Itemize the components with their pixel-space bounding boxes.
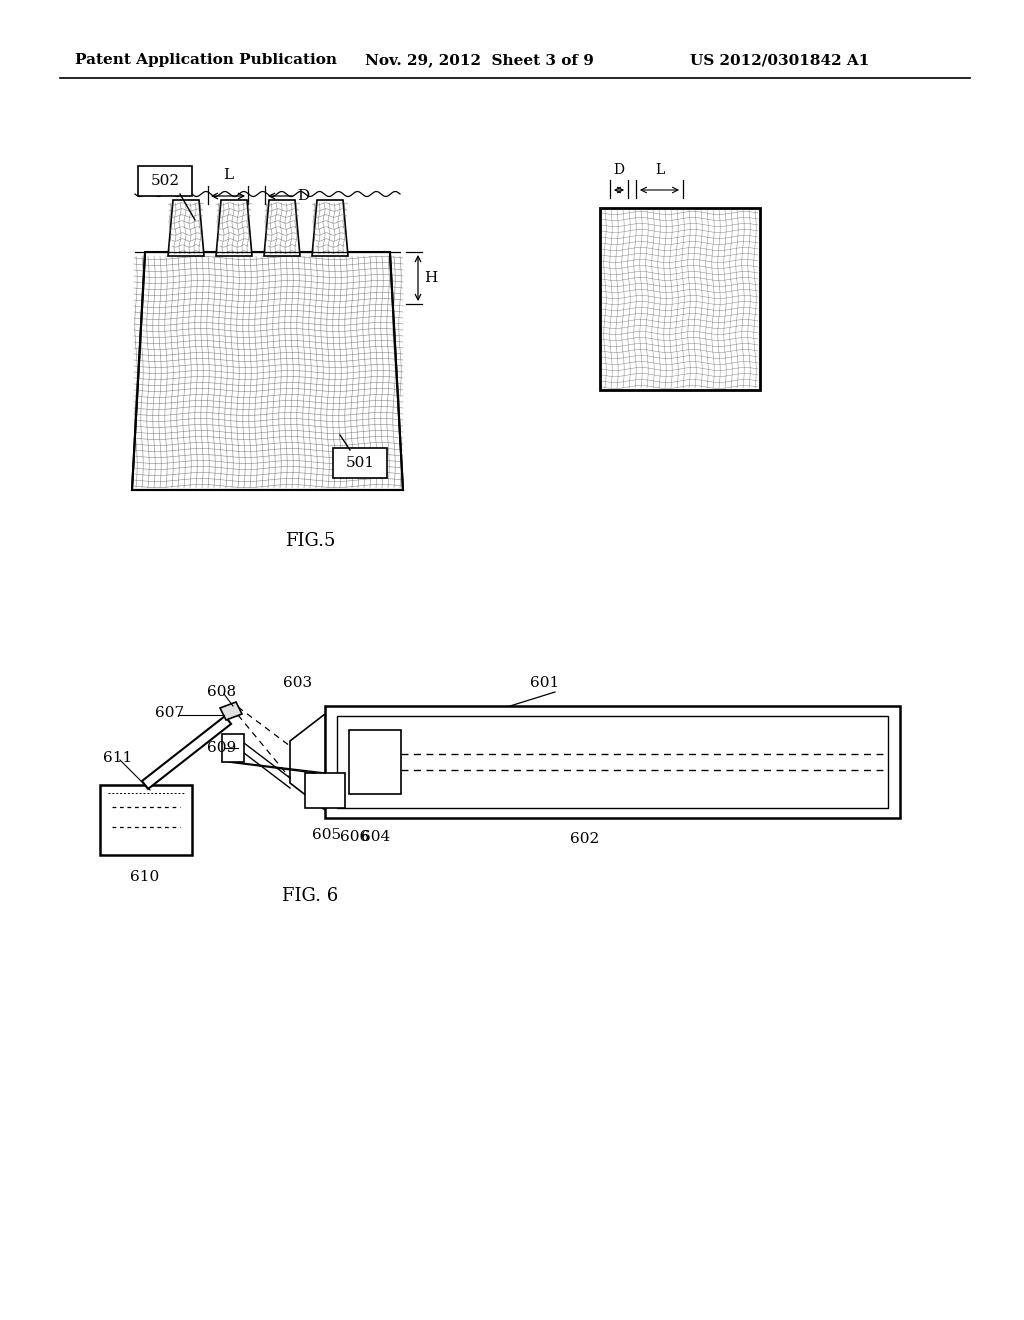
Text: D: D [613,162,625,177]
Polygon shape [264,201,300,256]
Polygon shape [312,201,348,256]
Text: 502: 502 [151,174,179,187]
Text: 601: 601 [530,676,559,690]
Text: 501: 501 [345,455,375,470]
Bar [600,209,760,389]
Text: H: H [424,271,437,285]
Polygon shape [142,715,231,789]
Polygon shape [216,201,252,256]
Text: FIG. 6: FIG. 6 [282,887,338,906]
Text: D: D [297,189,309,203]
Text: 606: 606 [340,830,370,843]
Text: FIG.5: FIG.5 [285,532,335,550]
Bar [100,785,193,855]
Polygon shape [290,714,325,810]
Polygon shape [220,702,242,719]
Text: 602: 602 [570,832,599,846]
Text: Patent Application Publication: Patent Application Publication [75,53,337,67]
Text: 603: 603 [283,676,312,690]
Polygon shape [168,201,204,256]
FancyBboxPatch shape [138,166,193,195]
Text: 609: 609 [207,741,237,755]
Text: 608: 608 [207,685,237,700]
Text: L: L [655,162,665,177]
Polygon shape [132,252,403,490]
Text: 611: 611 [103,751,132,766]
Text: L: L [223,168,233,182]
Text: 604: 604 [361,830,390,843]
Text: 607: 607 [155,706,184,719]
Text: US 2012/0301842 A1: US 2012/0301842 A1 [690,53,869,67]
Bar [222,734,244,762]
Text: Nov. 29, 2012  Sheet 3 of 9: Nov. 29, 2012 Sheet 3 of 9 [365,53,594,67]
Bar [349,730,401,795]
FancyBboxPatch shape [333,447,387,478]
Text: 605: 605 [312,828,341,842]
Bar [305,774,345,808]
Bar [337,715,888,808]
Bar [325,706,900,818]
Text: 610: 610 [130,870,160,884]
